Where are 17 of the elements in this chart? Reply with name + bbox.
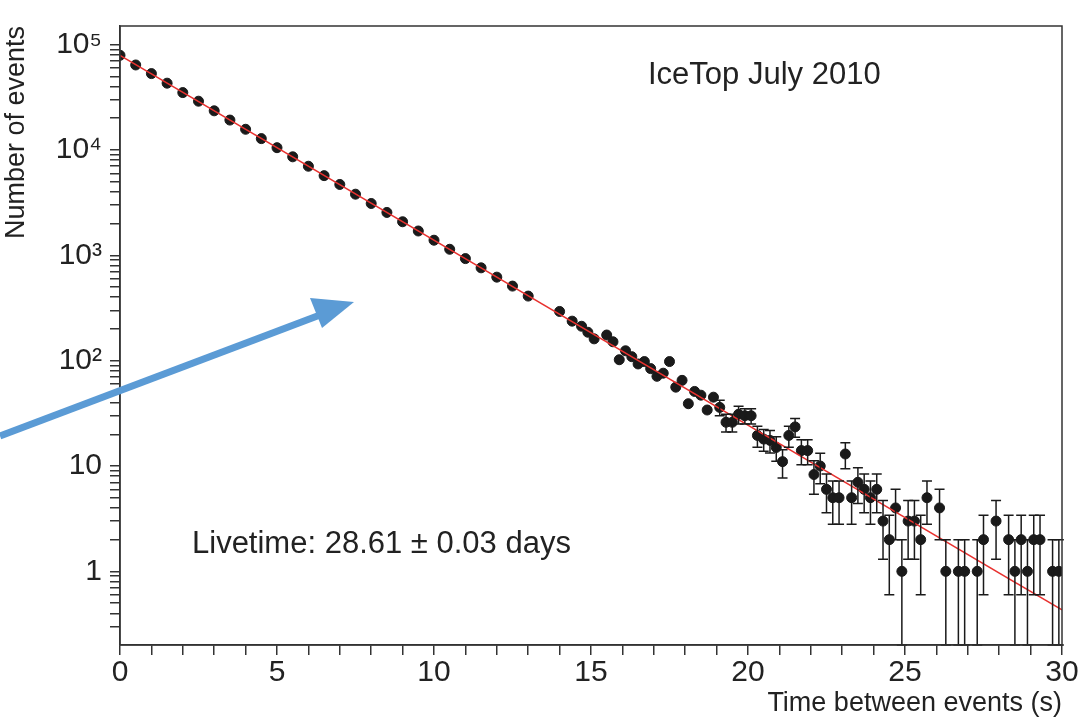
- y-tick-label: 1: [85, 552, 102, 586]
- x-tick-label: 0: [111, 654, 129, 688]
- y-tick-label: 10²: [58, 341, 103, 375]
- x-tick-label: 30: [1045, 654, 1079, 688]
- x-tick-label: 5: [268, 654, 286, 688]
- x-tick-label: 25: [888, 654, 922, 688]
- annotation: Livetime: 28.61 ± 0.03 days: [192, 525, 571, 561]
- y-tick-label: 10⁴: [55, 131, 102, 165]
- y-tick-label: 10³: [58, 236, 103, 270]
- x-tick-label: 20: [731, 654, 765, 688]
- y-axis-title: Number of events: [0, 26, 30, 240]
- x-tick-label: 15: [574, 654, 608, 688]
- y-tick-label: 10: [68, 447, 102, 481]
- annotation: IceTop July 2010: [648, 56, 881, 92]
- x-axis-title: Time between events (s): [767, 687, 1062, 718]
- y-tick-label: 10⁵: [56, 25, 102, 59]
- x-tick-label: 10: [417, 654, 451, 688]
